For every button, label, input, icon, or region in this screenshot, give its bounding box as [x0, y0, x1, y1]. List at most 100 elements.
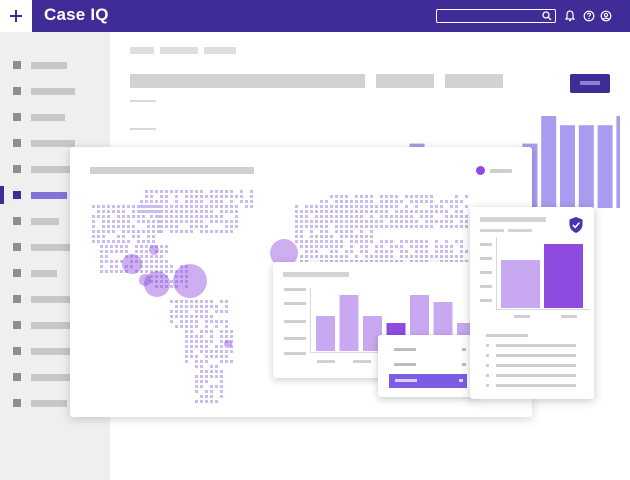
list-bullet — [486, 364, 489, 367]
sidebar-item-label — [31, 244, 71, 251]
sidebar-item-4[interactable] — [0, 132, 110, 154]
sidebar-item-label — [31, 374, 71, 381]
sidebar-item-label — [31, 322, 71, 329]
card-title — [283, 272, 349, 277]
list-item — [496, 384, 576, 387]
page-title — [130, 74, 365, 88]
sidebar-item-icon — [13, 87, 21, 95]
list-item — [496, 354, 576, 357]
y-axis-tick — [284, 337, 306, 340]
y-axis — [496, 237, 497, 309]
legend-marker — [476, 166, 485, 175]
sidebar-item-icon — [13, 191, 21, 199]
dropdown-menu — [378, 335, 478, 397]
filter-chip[interactable] — [376, 74, 434, 88]
user-icon[interactable] — [600, 10, 612, 22]
new-button[interactable] — [0, 0, 32, 32]
dropdown-option-3[interactable] — [389, 374, 467, 388]
y-axis-tick — [480, 271, 492, 274]
card-subtitle — [508, 229, 532, 232]
search-icon[interactable] — [542, 11, 552, 21]
sidebar-item-10[interactable] — [0, 288, 110, 310]
shield-check-icon — [569, 217, 583, 233]
card-title — [480, 217, 546, 222]
sidebar-item-icon — [13, 295, 21, 303]
help-icon[interactable] — [583, 10, 595, 22]
sidebar-item-icon — [13, 243, 21, 251]
y-axis-tick — [284, 320, 306, 323]
filter-chip[interactable] — [445, 74, 503, 88]
dropdown-option-label — [395, 379, 417, 382]
category-bar — [339, 295, 359, 351]
list-item — [496, 364, 576, 367]
chevron-icon — [459, 379, 463, 382]
y-axis-tick — [284, 288, 306, 291]
sidebar-item-label — [31, 218, 59, 225]
comparison-card — [470, 207, 594, 399]
search-input[interactable] — [436, 9, 556, 23]
list-bullet — [486, 384, 489, 387]
sidebar-item-icon — [13, 399, 21, 407]
sidebar-item-icon — [13, 269, 21, 277]
sidebar-item-11[interactable] — [0, 314, 110, 336]
trend-bar — [616, 116, 620, 208]
card-subtitle — [480, 229, 504, 232]
sidebar-item-1[interactable] — [0, 54, 110, 76]
sidebar-item-label — [31, 140, 75, 147]
trend-bar — [597, 125, 613, 208]
sidebar-item-label — [31, 348, 71, 355]
sidebar-item-label — [31, 166, 75, 173]
sidebar-item-label — [31, 296, 71, 303]
list-bullet — [486, 344, 489, 347]
y-axis-tick — [480, 285, 492, 288]
dropdown-option-2[interactable] — [378, 358, 478, 372]
sidebar-item-2[interactable] — [0, 80, 110, 102]
sidebar-item-9[interactable] — [0, 262, 110, 284]
chevron-icon — [462, 348, 466, 351]
sidebar-item-label — [31, 400, 67, 407]
y-axis — [310, 288, 311, 352]
card-title — [90, 167, 254, 174]
dropdown-option-1[interactable] — [378, 343, 478, 357]
y-axis-tick — [130, 100, 156, 102]
sidebar-item-icon — [13, 61, 21, 69]
sidebar-item-icon — [13, 217, 21, 225]
list-item — [496, 374, 576, 377]
y-axis-tick — [130, 128, 156, 130]
breadcrumb-item[interactable] — [204, 47, 236, 54]
breadcrumb-item[interactable] — [130, 47, 154, 54]
plus-icon — [10, 10, 22, 22]
y-axis-tick — [480, 299, 492, 302]
chevron-icon — [462, 363, 466, 366]
bell-icon[interactable] — [564, 10, 576, 22]
sidebar-item-label — [31, 270, 57, 277]
primary-action-button[interactable] — [570, 74, 610, 93]
y-axis-tick — [480, 243, 492, 246]
sidebar-item-6[interactable] — [0, 184, 110, 206]
sidebar-item-icon — [13, 347, 21, 355]
comparison-bar — [544, 244, 583, 308]
sidebar-item-icon — [13, 113, 21, 121]
sidebar-item-label — [31, 192, 67, 199]
sidebar-item-icon — [13, 373, 21, 381]
sidebar-item-icon — [13, 165, 21, 173]
list-item — [496, 344, 576, 347]
app-logo[interactable]: Case IQ — [44, 5, 109, 24]
sidebar-item-8[interactable] — [0, 236, 110, 258]
sidebar-item-14[interactable] — [0, 392, 110, 414]
y-axis-tick — [284, 302, 306, 305]
sidebar-item-label — [31, 88, 75, 95]
category-bar — [316, 316, 335, 351]
x-axis-label — [514, 315, 530, 318]
sidebar-item-7[interactable] — [0, 210, 110, 232]
breadcrumb-item[interactable] — [160, 47, 198, 54]
sidebar-item-3[interactable] — [0, 106, 110, 128]
sidebar-item-13[interactable] — [0, 366, 110, 388]
top-bar: Case IQ — [0, 0, 630, 32]
sidebar-item-5[interactable] — [0, 158, 110, 180]
list-bullet — [486, 374, 489, 377]
sidebar-item-icon — [13, 321, 21, 329]
list-heading — [486, 334, 528, 337]
sidebar-item-12[interactable] — [0, 340, 110, 362]
trend-bar — [560, 125, 575, 208]
